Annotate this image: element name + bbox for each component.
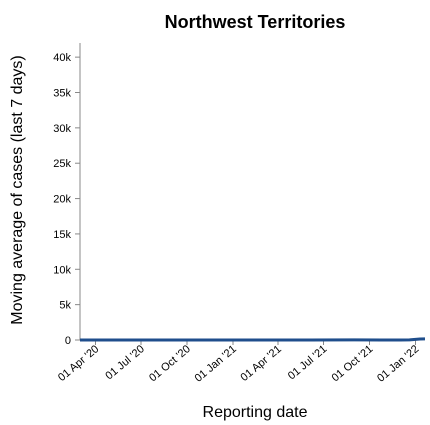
y-axis-ticks: 0 5k 10k 15k 20k 25k 30k 35k 40k (53, 52, 80, 347)
y-tick-label: 5k (59, 300, 71, 312)
y-tick-label: 40k (53, 52, 71, 64)
x-tick-label: 01 Oct '21 (330, 343, 376, 384)
y-tick-label: 20k (53, 194, 71, 206)
y-tick-label: 35k (53, 88, 71, 100)
x-tick-label: 01 Oct '20 (147, 343, 193, 384)
x-tick-label: 01 Jan '22 (375, 343, 421, 385)
x-tick-label: 01 Jan '21 (193, 343, 239, 385)
x-tick-label: 01 Apr '21 (239, 343, 284, 384)
x-tick-label: 01 Jul '20 (103, 343, 147, 382)
x-axis-label: Reporting date (203, 404, 308, 421)
y-tick-label: 0 (65, 335, 71, 347)
y-axis-label: Moving average of cases (last 7 days) (9, 55, 26, 324)
series-group (80, 337, 426, 342)
x-tick-label: 01 Jul '21 (286, 343, 330, 382)
x-axis-ticks: 01 Apr '20 01 Jul '20 01 Oct '20 01 Jan '21… (56, 340, 421, 385)
y-tick-label: 10k (53, 264, 71, 276)
y-tick-label: 30k (53, 123, 71, 135)
series-line (80, 337, 426, 342)
y-tick-label: 25k (53, 158, 71, 170)
y-tick-label: 15k (53, 229, 71, 241)
x-tick-label: 01 Apr '20 (56, 343, 101, 384)
chart-title: Northwest Territories (165, 12, 346, 32)
